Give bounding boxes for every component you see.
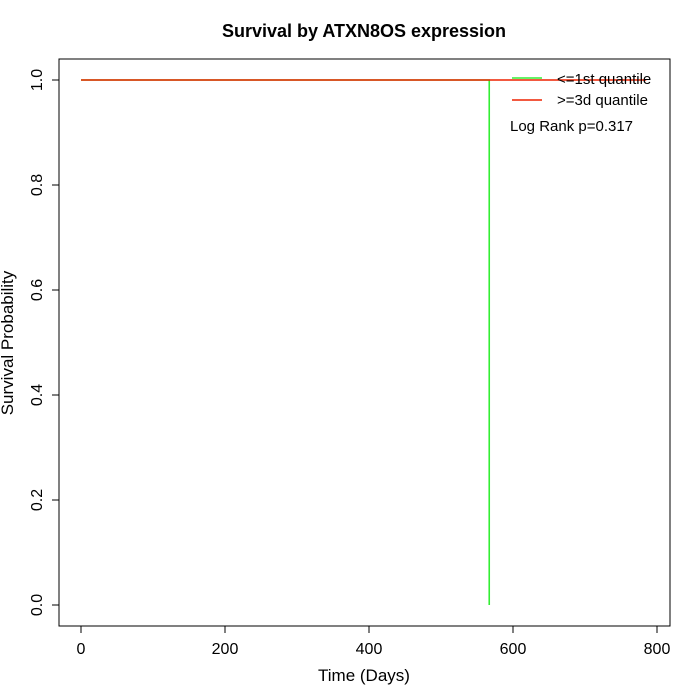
y-axis-label: Survival Probability <box>0 270 17 415</box>
series-group <box>81 79 647 605</box>
y-tick-label: 0.4 <box>29 384 46 406</box>
x-axis: 0 200 400 600 800 <box>77 625 671 658</box>
legend-entry-low: <=1st quantile <box>557 71 651 88</box>
log-rank-annotation: Log Rank p=0.317 <box>510 118 633 135</box>
y-axis: 0.0 0.2 0.4 0.6 0.8 1.0 <box>29 69 60 616</box>
y-tick-label: 0.0 <box>29 594 46 616</box>
x-tick-label: 0 <box>77 641 86 658</box>
series-line-low <box>81 79 491 605</box>
y-tick-label: 1.0 <box>29 69 46 91</box>
legend: <=1st quantile >=3d quantile <box>512 71 651 109</box>
x-tick-label: 400 <box>356 641 383 658</box>
legend-entry-high: >=3d quantile <box>557 92 648 109</box>
y-tick-label: 0.8 <box>29 174 46 196</box>
x-axis-label: Time (Days) <box>318 666 410 685</box>
y-tick-label: 0.6 <box>29 279 46 301</box>
y-tick-label: 0.2 <box>29 489 46 511</box>
chart-title: Survival by ATXN8OS expression <box>222 21 506 41</box>
x-tick-label: 200 <box>212 641 239 658</box>
x-tick-label: 800 <box>644 641 671 658</box>
plot-frame <box>58 58 671 627</box>
x-tick-label: 600 <box>500 641 527 658</box>
